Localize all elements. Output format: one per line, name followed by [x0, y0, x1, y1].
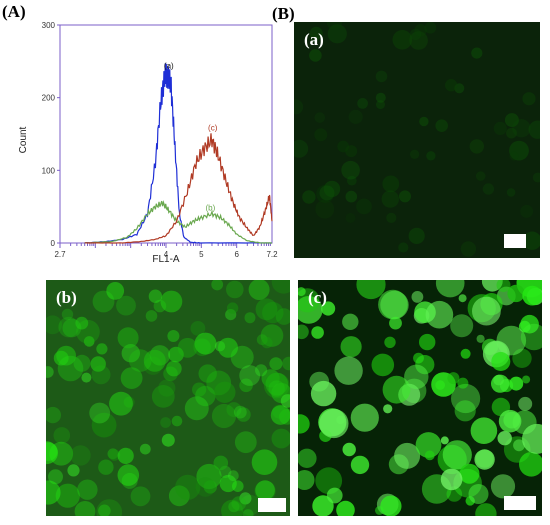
scale-bar-b	[258, 498, 286, 512]
micrograph-a: (a)	[294, 22, 540, 258]
series-label-2: (c)	[208, 123, 218, 132]
series-label-1: (b)	[205, 203, 215, 212]
x-tick-label: 6	[234, 250, 239, 259]
flow-cytometry-histogram: 0 100 200 300 2.7 4 5 6 7.2 (a) (b) (c) Count FL1…	[18, 21, 278, 265]
plot-frame	[59, 24, 273, 244]
micrograph-b-texture	[46, 280, 290, 516]
x-axis-label: FL1-A	[152, 254, 180, 265]
series-line-1	[84, 199, 272, 244]
micrograph-b: (b)	[46, 280, 290, 516]
micrograph-c-texture	[298, 280, 542, 516]
micrograph-c: (c)	[298, 280, 542, 516]
micrograph-c-label: (c)	[308, 288, 327, 307]
y-tick-label: 200	[42, 94, 56, 103]
y-tick-label: 100	[42, 166, 56, 175]
series-line-0	[84, 63, 272, 244]
series-line-2	[84, 133, 273, 244]
x-tick-label: 5	[199, 250, 204, 259]
scale-bar-a	[504, 234, 526, 248]
x-tick-label: 7.2	[266, 250, 278, 259]
y-tick-label: 0	[51, 239, 56, 248]
x-tick-label: 4	[164, 250, 169, 259]
micrograph-b-label: (b)	[56, 288, 77, 307]
scale-bar-c	[504, 496, 536, 510]
y-axis-label: Count	[18, 126, 29, 153]
x-tick-label: 2.7	[54, 250, 66, 259]
panel-b-label: (B)	[272, 4, 295, 23]
micrograph-a-label: (a)	[304, 30, 324, 49]
series-label-0: (a)	[164, 62, 174, 71]
panel-a-label: (A)	[2, 2, 26, 21]
micrograph-a-texture	[294, 22, 540, 258]
y-tick-label: 300	[42, 21, 56, 30]
